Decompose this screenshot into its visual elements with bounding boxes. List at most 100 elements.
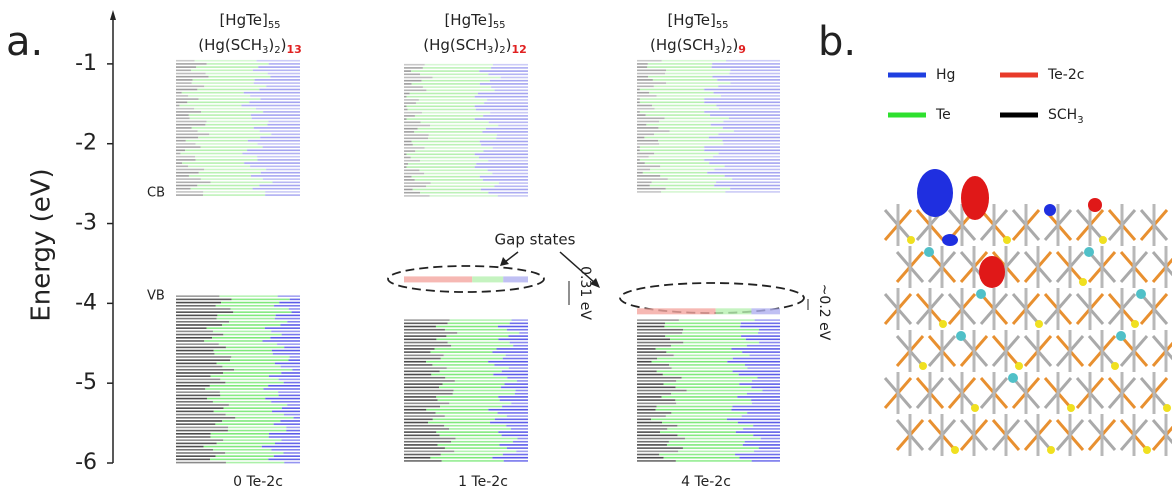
level-seg [637,354,674,357]
level-seg [223,439,282,441]
formula-sub: 55 [493,20,506,31]
level-seg [444,447,507,449]
level-seg [751,402,780,405]
level-seg [252,69,300,72]
level-seg [637,396,662,398]
level-seg [637,162,645,164]
level-seg [404,191,421,194]
level-seg [223,333,282,336]
band-label: CB [147,186,165,201]
level-seg [271,330,300,333]
level-seg [478,156,528,159]
level-seg [637,104,652,107]
level-seg [404,150,416,152]
level-seg [228,404,288,406]
level-seg [181,91,244,94]
level-seg [716,104,780,107]
level-seg [747,367,780,369]
level-seg [718,133,780,136]
level-seg [737,421,780,424]
level-seg [740,322,780,325]
ligand: (Hg(SCH [423,36,487,54]
level-seg [187,101,250,104]
ligand-sub: 2 [274,45,280,56]
level-seg [176,117,190,120]
level-seg [733,130,780,132]
level-seg [404,182,431,184]
legend-name: Te [935,107,951,123]
level-seg [289,356,300,358]
level-seg [671,412,748,414]
level-seg [650,168,715,171]
level-seg [474,118,528,120]
level-seg [440,357,503,360]
level-seg [176,168,205,171]
level-seg [667,178,733,180]
gap-ellipse [387,265,545,293]
level-seg [266,85,300,88]
level-seg [265,194,300,196]
level-seg [714,184,780,187]
level-seg [203,194,266,196]
level-seg [637,91,650,94]
level-seg [404,450,455,453]
level-seg [732,405,780,408]
level-seg [660,165,725,168]
level-seg [730,187,780,190]
level-seg [503,276,528,283]
level-seg [206,120,269,123]
level-seg [477,92,528,95]
level-seg [722,139,780,142]
level-seg [656,95,721,97]
level-seg [496,134,528,136]
level-seg [639,98,705,100]
level-seg [732,357,780,360]
level-seg [197,88,260,91]
level-seg [637,370,657,373]
level-seg [637,341,684,344]
level-seg [280,324,300,326]
orbital [1088,198,1102,212]
level-seg [658,139,723,142]
level-seg [661,396,738,398]
level-seg [404,344,452,347]
level-seg [176,352,215,355]
level-seg [262,146,300,148]
level-seg [637,98,640,100]
level-seg [404,147,425,149]
level-seg [198,136,261,139]
level-seg [704,88,780,91]
level-seg [505,354,528,357]
ligand-sub: 2 [499,45,505,56]
level-seg [176,69,191,72]
level-seg [176,149,186,152]
level-seg [209,384,269,387]
level-seg [404,431,437,433]
level-seg [404,434,440,437]
level-seg [404,386,440,389]
level-seg [513,344,528,347]
level-seg [414,179,483,181]
level-seg [515,389,528,392]
atom [1008,373,1018,383]
level-seg [291,311,300,313]
level-seg [222,365,281,368]
level-seg [227,429,287,432]
level-seg [274,442,300,445]
level-seg [639,101,705,104]
level-seg [256,59,300,62]
level-seg [195,159,258,161]
level-seg [268,375,300,377]
level-seg [665,72,730,75]
level-seg [637,85,654,88]
level-seg [176,432,211,435]
level-seg [280,420,300,422]
level-seg [729,72,780,75]
level-seg [176,114,189,116]
level-seg [288,308,300,310]
level-seg [185,149,248,152]
level-seg [225,413,284,416]
level-seg [454,450,517,453]
level-seg [206,327,265,329]
level-seg [404,364,433,366]
